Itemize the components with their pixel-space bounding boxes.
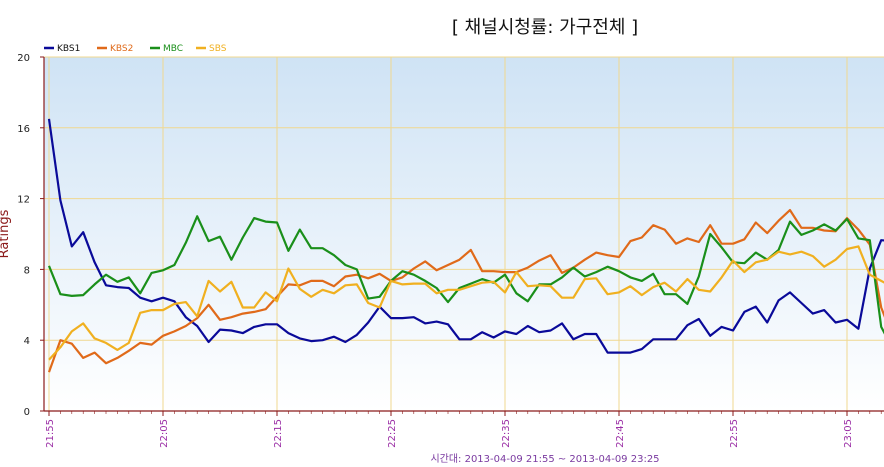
x-tick-label: 23:05 bbox=[843, 419, 854, 448]
x-tick-label: 22:15 bbox=[273, 419, 284, 448]
y-tick-label: 20 bbox=[17, 53, 30, 64]
legend-label-kbs1: KBS1 bbox=[57, 44, 80, 54]
x-axis-ticks: 21:55 22:05 22:15 22:25 22:35 22:45 22:55 23:05 bbox=[45, 411, 882, 448]
time-range-footer: 시간대: 2013-04-09 21:55 ~ 2013-04-09 23:25 bbox=[430, 453, 659, 465]
y-tick-label: 8 bbox=[24, 265, 30, 276]
y-tick-label: 0 bbox=[24, 407, 30, 418]
legend-label-sbs: SBS bbox=[209, 44, 227, 54]
series-lines bbox=[47, 118, 884, 373]
series-line-mbc bbox=[47, 215, 884, 335]
legend: KBS1 KBS2 MBC SBS bbox=[44, 44, 227, 54]
x-tick-label: 22:55 bbox=[729, 419, 740, 448]
plot-area bbox=[44, 57, 884, 411]
chart-title: [ 채널시청률: 가구전체 ] bbox=[452, 17, 638, 38]
x-tick-label: 22:25 bbox=[387, 419, 398, 448]
x-tick-label: 22:35 bbox=[501, 419, 512, 448]
y-tick-label: 4 bbox=[24, 336, 30, 347]
x-tick-label: 21:55 bbox=[45, 419, 56, 448]
y-tick-label: 16 bbox=[17, 124, 30, 135]
x-tick-label: 22:45 bbox=[615, 419, 626, 448]
y-tick-label: 12 bbox=[17, 195, 30, 206]
series-line-kbs2 bbox=[47, 209, 884, 373]
legend-label-mbc: MBC bbox=[163, 44, 183, 54]
series-line-kbs1 bbox=[47, 118, 884, 354]
y-axis-ticks: 0 4 8 12 16 20 bbox=[17, 53, 44, 418]
legend-label-kbs2: KBS2 bbox=[110, 44, 133, 54]
series-line-sbs bbox=[48, 245, 884, 361]
x-tick-label: 22:05 bbox=[159, 419, 170, 448]
y-axis-label: Ratings bbox=[0, 209, 12, 258]
